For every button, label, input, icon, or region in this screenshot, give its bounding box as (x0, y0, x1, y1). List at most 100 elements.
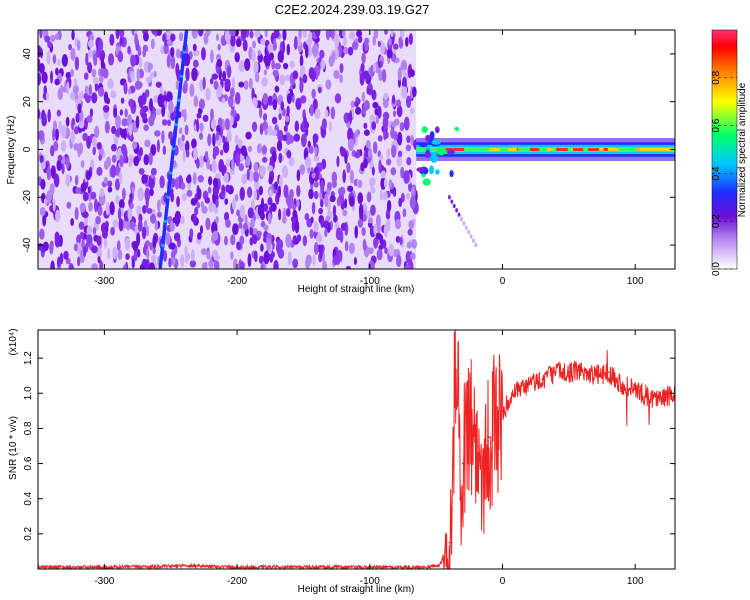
noise-blob (311, 202, 316, 215)
noise-blob (47, 41, 52, 49)
noise-blob (103, 176, 109, 185)
noise-blob (262, 92, 269, 105)
colorbar: 0.0 0.2 0.4 0.6 0.8 Normalized spectral ampl… (711, 29, 748, 276)
snr-data-point (422, 566, 424, 569)
noise-blob (406, 157, 412, 166)
noise-blob (224, 198, 229, 205)
noise-blob (342, 209, 348, 217)
noise-blob (114, 178, 120, 191)
noise-blob (365, 147, 369, 158)
noise-blob (276, 239, 284, 251)
snr-data-point (302, 566, 305, 569)
noise-blob (148, 262, 156, 269)
noise-blob (136, 68, 141, 82)
noise-blob (285, 207, 291, 217)
noise-blob (97, 256, 101, 264)
colorbar-tick-label: 0.2 (711, 214, 722, 228)
noise-blob (124, 108, 128, 118)
noise-blob (73, 143, 80, 151)
noise-blob (258, 185, 264, 196)
noise-blob (82, 132, 88, 142)
noise-blob (38, 72, 42, 86)
noise-blob (148, 156, 153, 166)
noise-blob (83, 72, 89, 80)
noise-blob (324, 228, 328, 238)
noise-blob (257, 49, 262, 56)
noise-blob (215, 131, 220, 142)
noise-blob (167, 119, 172, 127)
noise-blob (286, 105, 290, 116)
noise-blob (241, 173, 248, 185)
noise-blob (107, 186, 113, 193)
snr-data-point (488, 436, 491, 438)
noise-blob (201, 262, 208, 269)
noise-blob (396, 99, 402, 107)
spectrogram-x-axis-label: Height of straight line (km) (298, 284, 415, 295)
noise-blob (155, 108, 162, 116)
faint-tail-mark (464, 225, 468, 230)
noise-blob (179, 141, 186, 151)
noise-blob (127, 207, 133, 221)
noise-blob (383, 177, 388, 189)
noise-blob (247, 253, 252, 268)
noise-blob (285, 115, 290, 123)
noise-blob (50, 145, 55, 157)
noise-blob (262, 113, 268, 122)
noise-blob (285, 74, 290, 82)
transition-blob (425, 149, 431, 159)
transition-blob (421, 173, 426, 178)
noise-blob (343, 35, 347, 47)
noise-blob (319, 245, 323, 259)
noise-blob (340, 147, 347, 157)
noise-blob (262, 144, 267, 152)
noise-blob (300, 95, 307, 104)
noise-blob (213, 80, 219, 90)
snr-ticks: -300 -200 -100 0 100 0.2 0.4 0.6 0.8 1.0 1.2 (23, 330, 675, 587)
noise-blob (292, 204, 296, 211)
snr-data-point (451, 506, 453, 509)
noise-blob (149, 242, 153, 251)
noise-blob (202, 114, 209, 123)
noise-blob (212, 133, 216, 147)
snr-data-point (594, 374, 597, 377)
noise-blob (150, 213, 157, 224)
noise-blob (199, 225, 203, 235)
transition-blob (447, 149, 455, 155)
noise-blob (113, 107, 118, 119)
noise-blob (77, 103, 82, 114)
noise-blob (196, 118, 200, 133)
noise-blob (210, 108, 214, 121)
noise-blob (372, 35, 377, 46)
noise-blob (98, 154, 102, 161)
carrier-peak (489, 148, 501, 151)
noise-blob (71, 30, 75, 41)
noise-blob (388, 179, 393, 189)
noise-blob (123, 127, 127, 141)
noise-blob (376, 105, 382, 119)
snr-data-point (621, 383, 623, 386)
noise-blob (69, 91, 76, 101)
noise-blob (189, 228, 194, 239)
noise-blob (170, 46, 175, 57)
noise-blob (43, 198, 48, 205)
noise-blob (86, 225, 93, 235)
noise-blob (200, 201, 205, 208)
noise-blob (390, 30, 394, 38)
noise-blob (211, 159, 217, 174)
noise-blob (323, 220, 329, 229)
noise-blob (224, 117, 230, 131)
faint-tail-mark (474, 242, 478, 248)
noise-blob (72, 84, 79, 95)
noise-blob (226, 64, 232, 79)
noise-blob (395, 235, 401, 243)
noise-blob (238, 222, 243, 229)
noise-blob (107, 180, 113, 187)
snr-data-point (568, 371, 570, 373)
noise-blob (292, 70, 299, 80)
noise-blob (115, 195, 120, 205)
noise-blob (199, 122, 204, 132)
noise-blob (287, 251, 292, 266)
noise-blob (363, 157, 368, 169)
snr-y-tick-label: 0.8 (23, 421, 34, 435)
noise-blob (74, 207, 79, 221)
